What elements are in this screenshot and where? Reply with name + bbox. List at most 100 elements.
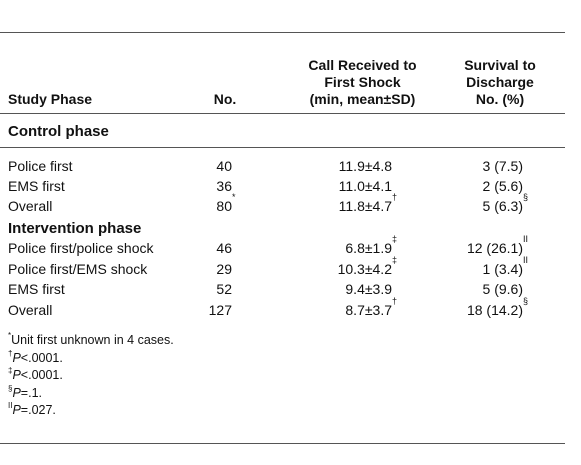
cell-text: Police first/EMS shock xyxy=(8,260,148,277)
cell: 80 * xyxy=(216,193,235,215)
footnote: *Unit first unknown in 4 cases. xyxy=(8,332,174,348)
cell: 29 xyxy=(216,261,232,278)
row-label: Overall xyxy=(8,198,52,215)
header-line: No. xyxy=(213,91,237,107)
cell-text: 8.7±3.7 xyxy=(345,301,392,318)
cell-text: Police first xyxy=(8,158,73,174)
footnote-mark: § xyxy=(523,295,529,306)
row-label: Overall xyxy=(8,302,52,319)
section-rule xyxy=(0,147,565,148)
p-symbol: P xyxy=(12,403,21,417)
footnote-mark: II xyxy=(523,234,529,244)
cell-text: Overall xyxy=(8,301,53,318)
cell-text: 12 (26.1) xyxy=(466,240,523,256)
top-rule xyxy=(0,32,565,33)
column-header: Study Phase xyxy=(8,91,92,108)
footnote-mark: ‡ xyxy=(392,234,398,244)
cell: 9.4±3.9 xyxy=(345,281,392,298)
footnote-text: =.027. xyxy=(20,403,56,417)
header-line: Study Phase xyxy=(8,91,93,107)
column-header: Call Received to First Shock (min, mean±SD… xyxy=(290,57,435,108)
cell-text: 52 xyxy=(216,281,232,298)
cell: 127 xyxy=(209,302,232,319)
cell-text: 11.0±4.1 xyxy=(338,178,392,194)
cell-text: 9.4±3.9 xyxy=(345,281,392,298)
footnote-mark: § xyxy=(523,192,529,202)
cell: 18 (14.2) § xyxy=(466,296,528,319)
cell: 46 xyxy=(216,240,232,257)
cell-text: 127 xyxy=(208,301,232,318)
cell: 2 (5.6) xyxy=(483,178,523,195)
cell-text: 11.9±4.8 xyxy=(338,158,392,174)
cell: 11.8±4.7 † xyxy=(338,193,397,215)
cell-text: 5 (6.3) xyxy=(482,198,523,214)
cell-text: 18 (14.2) xyxy=(466,301,523,318)
footnote-text: <.0001. xyxy=(20,350,63,365)
cell-text: 2 (5.6) xyxy=(482,178,523,194)
header-line: Call Received to xyxy=(308,57,417,73)
cell: 10.3±4.2 ‡ xyxy=(337,255,397,278)
cell-text: 11.8±4.7 xyxy=(338,198,392,214)
cell: 11.9±4.8 xyxy=(339,158,392,175)
header-line: No. (%) xyxy=(475,91,525,107)
cell-text: Police first/police shock xyxy=(8,240,154,256)
footnote-symbol: II xyxy=(8,401,13,410)
cell: 36 xyxy=(216,178,232,195)
cell: 1 (3.4) II xyxy=(482,255,528,278)
footnote-mark: † xyxy=(392,295,398,306)
section-title: Control phase xyxy=(8,123,109,140)
footnote-mark: † xyxy=(392,192,398,202)
column-header: Survival to Discharge No. (%) xyxy=(440,57,560,108)
footnote-text: =.1. xyxy=(20,385,42,400)
header-line: First Shock xyxy=(324,74,401,90)
footnote-symbol: * xyxy=(8,331,12,340)
column-header: No. xyxy=(195,91,255,108)
cell-text: 36 xyxy=(216,178,232,194)
row-label: Police first/police shock xyxy=(8,240,154,257)
cell: 40 xyxy=(216,158,232,175)
footnote: †P<.0001. xyxy=(8,348,63,366)
cell: 5 (6.3) § xyxy=(482,193,528,215)
footnote-text: <.0001. xyxy=(20,368,63,382)
footnote: ‡P<.0001. xyxy=(8,367,63,383)
footnote: IIP=.027. xyxy=(8,402,56,418)
cell-text: 40 xyxy=(216,158,232,174)
cell: 6.8±1.9 ‡ xyxy=(345,235,397,257)
cell-text: 3 (7.5) xyxy=(482,158,523,174)
bottom-rule xyxy=(0,443,565,444)
footnote-text: Unit first unknown in 4 cases. xyxy=(11,333,174,347)
cell-text: 6.8±1.9 xyxy=(345,240,392,256)
cell-text: 80 xyxy=(216,198,232,214)
cell-text: 5 (9.6) xyxy=(482,281,523,298)
cell: 11.0±4.1 xyxy=(339,178,392,195)
header-line: Discharge xyxy=(466,74,534,90)
cell: 52 xyxy=(216,281,232,298)
cell-text: 1 (3.4) xyxy=(482,260,523,277)
cell-text: Overall xyxy=(8,198,53,214)
footnote: §P=.1. xyxy=(8,383,42,401)
cell: 8.7±3.7 † xyxy=(345,296,397,319)
cell-text: EMS first xyxy=(8,281,65,298)
cell-text: EMS first xyxy=(8,178,65,194)
cell-text: 46 xyxy=(216,240,232,256)
header-line: (min, mean±SD) xyxy=(309,91,416,107)
row-label: Police first xyxy=(8,158,73,175)
cell-text: 29 xyxy=(216,260,232,277)
cell: 12 (26.1) II xyxy=(466,235,528,257)
footnote-mark: ‡ xyxy=(392,254,398,265)
cell: 5 (9.6) xyxy=(483,281,523,298)
cell-text: 10.3±4.2 xyxy=(337,260,392,277)
footnote-symbol: ‡ xyxy=(8,366,13,375)
footnote-mark: * xyxy=(232,192,236,202)
cell: 3 (7.5) xyxy=(483,158,523,175)
p-symbol: P xyxy=(12,350,21,365)
row-label: EMS first xyxy=(8,281,65,298)
p-symbol: P xyxy=(12,368,21,382)
footnote-symbol: § xyxy=(8,383,13,393)
header-rule xyxy=(0,113,565,114)
footnote-symbol: † xyxy=(8,348,13,358)
row-label: EMS first xyxy=(8,178,65,195)
p-symbol: P xyxy=(12,385,21,400)
header-line: Survival to xyxy=(464,57,536,73)
